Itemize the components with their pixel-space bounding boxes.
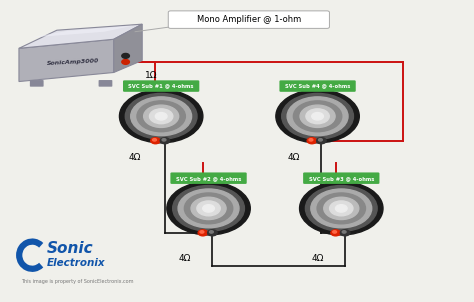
Circle shape	[317, 193, 365, 224]
Circle shape	[311, 189, 372, 228]
Text: SVC Sub #3 @ 4-ohms: SVC Sub #3 @ 4-ohms	[309, 176, 374, 181]
Circle shape	[162, 139, 166, 141]
FancyBboxPatch shape	[168, 11, 329, 28]
Circle shape	[336, 205, 347, 212]
Circle shape	[167, 182, 250, 235]
Circle shape	[178, 189, 239, 228]
Circle shape	[300, 182, 383, 235]
Circle shape	[151, 138, 160, 144]
Circle shape	[282, 93, 354, 139]
Circle shape	[122, 59, 129, 64]
FancyBboxPatch shape	[123, 80, 199, 92]
Circle shape	[203, 205, 214, 212]
Circle shape	[324, 197, 359, 220]
Circle shape	[306, 109, 329, 124]
Circle shape	[319, 139, 322, 141]
Text: 4Ω: 4Ω	[311, 254, 324, 263]
FancyBboxPatch shape	[170, 172, 246, 184]
Polygon shape	[114, 24, 142, 72]
Circle shape	[119, 90, 203, 143]
Circle shape	[198, 230, 208, 236]
Text: This image is property of SonicElectronix.com: This image is property of SonicElectroni…	[21, 279, 134, 284]
Circle shape	[312, 113, 323, 120]
Circle shape	[149, 109, 173, 124]
Circle shape	[191, 197, 226, 220]
Circle shape	[307, 138, 317, 144]
Circle shape	[340, 230, 350, 236]
Circle shape	[197, 201, 220, 216]
Text: SVC Sub #1 @ 4-ohms: SVC Sub #1 @ 4-ohms	[128, 84, 194, 88]
Polygon shape	[19, 39, 114, 82]
Text: SVC Sub #2 @ 4-ohms: SVC Sub #2 @ 4-ohms	[176, 176, 241, 181]
FancyBboxPatch shape	[303, 172, 379, 184]
Polygon shape	[19, 24, 142, 48]
Circle shape	[160, 138, 170, 144]
Circle shape	[309, 139, 313, 141]
Circle shape	[276, 90, 359, 143]
Circle shape	[144, 105, 179, 127]
Circle shape	[200, 231, 204, 233]
Circle shape	[300, 105, 335, 127]
Circle shape	[317, 138, 326, 144]
Circle shape	[287, 97, 348, 136]
Text: Mono Amplifier @ 1-ohm: Mono Amplifier @ 1-ohm	[197, 15, 301, 24]
Circle shape	[305, 185, 377, 231]
Circle shape	[329, 201, 353, 216]
Circle shape	[131, 97, 191, 136]
Polygon shape	[28, 26, 133, 38]
Text: Electronix: Electronix	[46, 258, 105, 268]
Circle shape	[137, 101, 185, 132]
Text: Sonic: Sonic	[46, 241, 93, 256]
Text: SonicAmp3000: SonicAmp3000	[47, 58, 100, 66]
Text: 1Ω: 1Ω	[146, 71, 158, 80]
Text: SVC Sub #4 @ 4-ohms: SVC Sub #4 @ 4-ohms	[285, 84, 350, 88]
Circle shape	[331, 230, 340, 236]
Circle shape	[125, 93, 197, 139]
Circle shape	[293, 101, 342, 132]
Text: 4Ω: 4Ω	[288, 153, 300, 162]
FancyBboxPatch shape	[30, 80, 44, 87]
Circle shape	[184, 193, 233, 224]
Circle shape	[210, 231, 213, 233]
Circle shape	[208, 230, 217, 236]
Text: 4Ω: 4Ω	[179, 254, 191, 263]
Circle shape	[342, 231, 346, 233]
FancyBboxPatch shape	[279, 80, 356, 92]
Circle shape	[153, 139, 156, 141]
Circle shape	[333, 231, 337, 233]
FancyBboxPatch shape	[99, 80, 112, 87]
Circle shape	[173, 185, 245, 231]
Circle shape	[155, 113, 167, 120]
Text: 4Ω: 4Ω	[129, 153, 141, 162]
Circle shape	[122, 53, 129, 58]
